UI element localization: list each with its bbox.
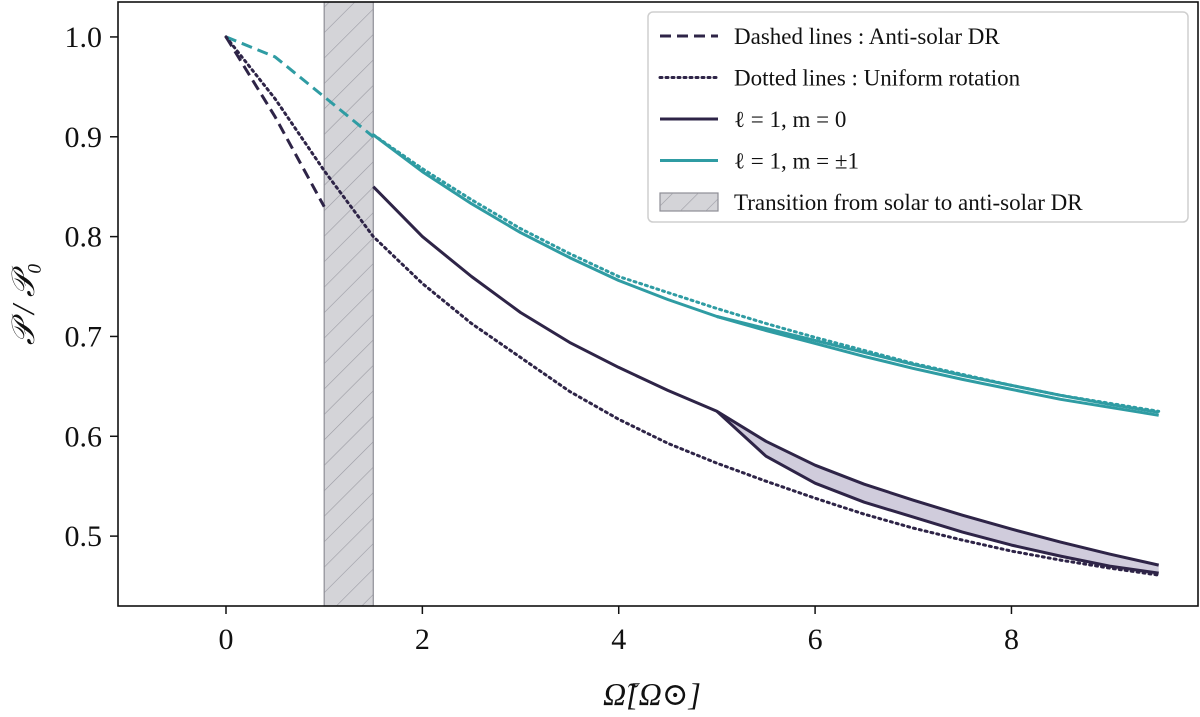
legend-label: ℓ = 1, m = 0	[734, 107, 846, 132]
y-tick-label: 0.5	[65, 520, 103, 553]
y-tick-label: 0.8	[65, 221, 103, 254]
legend-label: Dashed lines : Anti-solar DR	[734, 24, 1000, 49]
x-tick-label: 2	[415, 623, 430, 656]
legend: Dashed lines : Anti-solar DR Dotted lines…	[647, 11, 1189, 223]
x-tick-label: 4	[611, 623, 626, 656]
y-tick-label: 0.9	[65, 121, 103, 154]
transition-band-layer	[323, 1, 374, 607]
y-tick-label: 1.0	[65, 21, 103, 54]
series-line-0	[224, 36, 326, 208]
x-tick-label: 0	[219, 623, 234, 656]
legend-label: Dotted lines : Uniform rotation	[734, 66, 1021, 91]
fill-band-layer	[716, 411, 1159, 574]
y-axis-label: 𝒫 / 𝒫₀	[5, 263, 41, 345]
x-tick-label: 6	[808, 623, 823, 656]
x-axis-label: Ω̃[Ω⊙]	[603, 676, 701, 712]
y-tick-label: 0.6	[65, 420, 103, 453]
series-line-2	[224, 35, 1161, 577]
legend-sample-patch-hatch	[660, 193, 718, 211]
m0-filled-band	[716, 411, 1159, 574]
y-tick-label: 0.7	[65, 320, 103, 353]
transition-band-hatch	[323, 1, 374, 607]
series-line-5	[715, 410, 1159, 575]
series-line-1	[225, 35, 375, 138]
series-line-6	[372, 133, 1159, 417]
series-layer	[224, 35, 1161, 577]
plot-frame	[117, 1, 1199, 607]
legend-box	[647, 11, 1189, 223]
legend-label: ℓ = 1, m = ±1	[734, 149, 859, 174]
series-line-4	[372, 185, 1160, 567]
axis-ticks: 0 2 4 6 8 0.5 0.6 0.7 0.8 0.9 1.0	[65, 21, 1019, 656]
legend-label: Transition from solar to anti-solar DR	[734, 190, 1083, 215]
series-line-7	[716, 315, 1159, 414]
x-tick-label: 8	[1004, 623, 1019, 656]
